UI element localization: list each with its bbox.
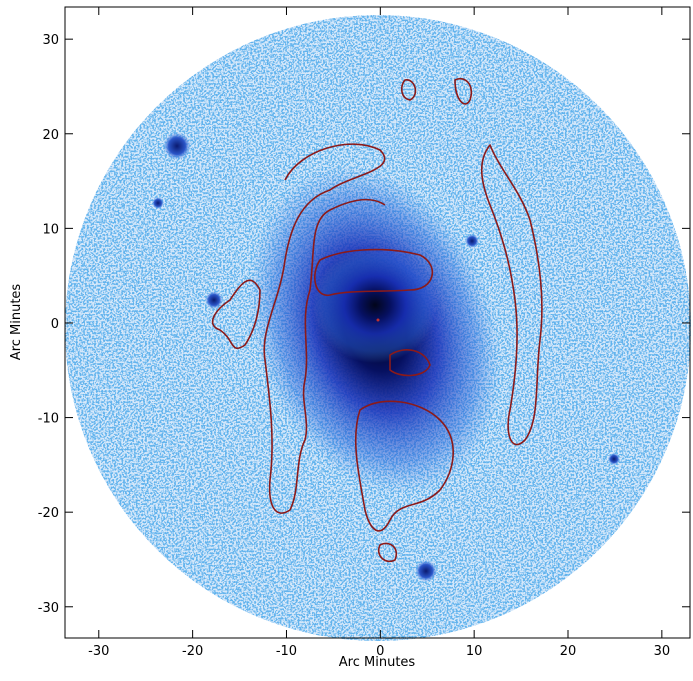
y-tick-label: -30 bbox=[38, 601, 59, 616]
x-tick-label: 20 bbox=[560, 644, 577, 659]
x-tick-label: -10 bbox=[276, 644, 297, 659]
y-tick-label: 30 bbox=[42, 33, 59, 48]
y-tick-label: -10 bbox=[38, 412, 59, 427]
x-tick-label: 30 bbox=[654, 644, 671, 659]
y-tick-label: 10 bbox=[42, 222, 59, 237]
x-tick-label: -20 bbox=[182, 644, 203, 659]
y-tick-label: 20 bbox=[42, 128, 59, 143]
galaxy-image bbox=[65, 15, 691, 641]
x-tick-label: 10 bbox=[466, 644, 483, 659]
y-tick-label: -20 bbox=[38, 506, 59, 521]
y-axis-label: Arc Minutes bbox=[9, 284, 24, 361]
x-tick-label: -30 bbox=[88, 644, 109, 659]
x-tick-label: 0 bbox=[376, 644, 384, 659]
x-axis-label: Arc Minutes bbox=[339, 655, 416, 670]
y-tick-label: 0 bbox=[51, 317, 59, 332]
